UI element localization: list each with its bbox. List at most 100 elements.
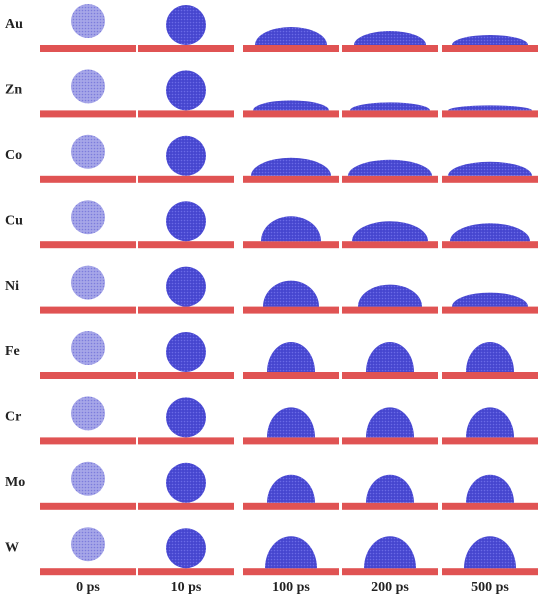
substrate	[342, 437, 438, 445]
column-label: 0 ps	[76, 580, 100, 595]
droplet	[450, 223, 530, 242]
droplet	[452, 292, 528, 307]
substrate	[138, 306, 234, 314]
droplet	[267, 474, 315, 503]
droplet	[166, 397, 206, 438]
row-label: Au	[5, 17, 23, 32]
droplet	[166, 70, 206, 111]
substrate	[40, 45, 136, 52]
droplet	[466, 407, 514, 438]
substrate	[342, 110, 438, 118]
droplet	[452, 35, 528, 45]
substrate	[243, 437, 339, 445]
substrate	[342, 372, 438, 379]
substrate	[243, 241, 339, 249]
substrate	[138, 241, 234, 249]
substrate	[138, 372, 234, 379]
droplet	[71, 4, 105, 38]
substrate	[40, 437, 136, 445]
droplet	[466, 474, 514, 503]
droplet	[366, 407, 414, 438]
droplet	[261, 216, 321, 242]
row-label: Zn	[5, 83, 22, 98]
droplet	[166, 462, 206, 503]
substrate	[40, 110, 136, 118]
substrate	[442, 568, 538, 576]
substrate	[342, 45, 438, 52]
droplet	[464, 536, 516, 569]
droplet	[358, 284, 422, 307]
substrate	[342, 502, 438, 510]
substrate	[138, 175, 234, 183]
substrate	[442, 241, 538, 249]
row-label: Co	[5, 148, 22, 163]
row-label: Mo	[5, 475, 25, 490]
substrate	[442, 437, 538, 445]
substrate	[40, 568, 136, 576]
substrate	[243, 110, 339, 118]
row-label: Fe	[5, 344, 20, 359]
substrate	[442, 45, 538, 52]
substrate	[243, 568, 339, 576]
substrate	[40, 502, 136, 510]
droplet	[166, 332, 206, 372]
substrate	[138, 437, 234, 445]
droplet	[251, 157, 331, 176]
droplet	[466, 342, 514, 372]
column-label: 100 ps	[272, 580, 310, 595]
droplet	[350, 102, 430, 111]
substrate	[442, 110, 538, 118]
droplet	[71, 69, 105, 104]
substrate	[442, 502, 538, 510]
droplet	[166, 201, 206, 242]
droplet	[166, 135, 206, 176]
substrate	[442, 306, 538, 314]
substrate	[243, 502, 339, 510]
row-label: Cu	[5, 213, 23, 228]
droplet	[71, 396, 105, 431]
droplet	[366, 474, 414, 503]
substrate	[342, 568, 438, 576]
substrate	[243, 175, 339, 183]
droplet	[267, 342, 315, 372]
row-label: Cr	[5, 410, 21, 425]
substrate	[442, 372, 538, 379]
droplet	[364, 536, 416, 569]
droplet	[255, 27, 327, 45]
substrate	[243, 45, 339, 52]
substrate	[40, 372, 136, 379]
droplet	[263, 280, 319, 307]
column-label: 10 ps	[171, 580, 202, 595]
substrate	[342, 306, 438, 314]
substrate	[342, 175, 438, 183]
droplet	[71, 200, 105, 235]
row-label: Ni	[5, 279, 19, 294]
droplet	[71, 461, 105, 496]
column-label: 200 ps	[371, 580, 409, 595]
substrate	[243, 372, 339, 379]
substrate	[138, 568, 234, 576]
droplet	[448, 161, 532, 176]
droplet	[366, 342, 414, 372]
droplet	[354, 31, 426, 45]
droplet	[71, 265, 105, 300]
droplet	[348, 159, 432, 176]
substrate	[243, 306, 339, 314]
column-label: 500 ps	[471, 580, 509, 595]
droplet	[253, 100, 329, 111]
substrate	[138, 502, 234, 510]
substrate	[342, 241, 438, 249]
droplet	[352, 221, 428, 242]
droplet	[448, 105, 532, 111]
substrate	[138, 45, 234, 52]
substrate	[442, 175, 538, 183]
droplet	[166, 528, 206, 569]
droplet	[265, 536, 317, 569]
droplet	[71, 331, 105, 365]
droplet	[166, 266, 206, 307]
droplet	[71, 134, 105, 169]
row-label: W	[5, 540, 19, 555]
substrate	[138, 110, 234, 118]
